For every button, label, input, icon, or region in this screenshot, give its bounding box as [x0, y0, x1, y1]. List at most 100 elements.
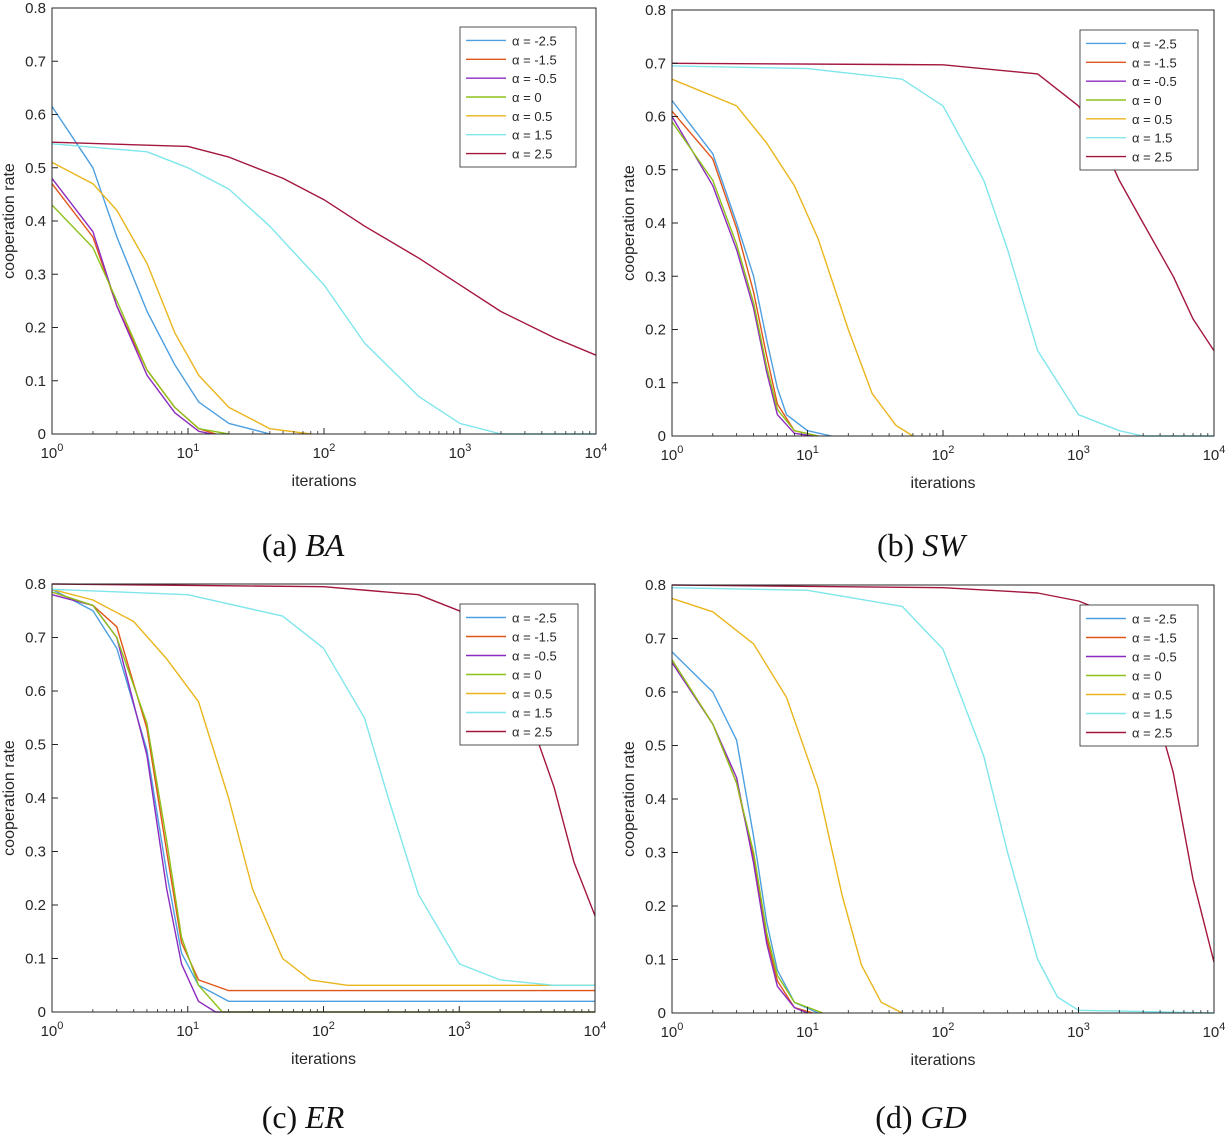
- y-tick-label: 0.1: [645, 952, 666, 969]
- series-line-a-1: [51, 183, 217, 435]
- x-tick-label: 104: [1203, 444, 1226, 464]
- y-tick-label: 0.6: [645, 109, 666, 126]
- y-tick-label: 0.3: [645, 268, 666, 285]
- y-tick-label: 0: [38, 1004, 46, 1021]
- legend-label-5: α = 1.5: [512, 706, 552, 721]
- legend-label-3: α = 0: [512, 668, 542, 683]
- x-tick-label: 103: [1067, 1021, 1090, 1041]
- x-tick-label: 103: [449, 442, 472, 462]
- legend-label-5: α = 1.5: [512, 128, 552, 143]
- legend-label-2: α = -0.5: [512, 649, 557, 664]
- y-tick-label: 0.2: [645, 322, 666, 339]
- legend-label-5: α = 1.5: [1132, 707, 1172, 722]
- y-tick-label: 0: [658, 428, 666, 445]
- x-tick-label: 100: [41, 442, 64, 462]
- x-tick-label: 103: [1067, 444, 1090, 464]
- legend-label-4: α = 0.5: [512, 687, 552, 702]
- series-line-b-2: [671, 116, 814, 437]
- y-tick-label: 0.6: [25, 683, 46, 700]
- y-tick-label: 0.7: [645, 55, 666, 72]
- legend-label-2: α = -0.5: [1132, 74, 1177, 89]
- series-line-d-4: [671, 597, 903, 1014]
- legend-label-6: α = 2.5: [1132, 150, 1172, 165]
- panel-caption: (d) GD: [875, 1099, 967, 1135]
- chart-panel-c: 100 101 102 103 104 0 0.1 0.2 0.3 0.4 0.5 0.6 0.7 0.8…: [1, 576, 606, 1135]
- series-line-d-0: [671, 651, 819, 1014]
- legend-label-1: α = -1.5: [1132, 631, 1177, 646]
- series-line-b-0: [671, 100, 832, 437]
- y-tick-label: 0.2: [25, 897, 46, 914]
- x-tick-label: 103: [448, 1020, 471, 1040]
- series-line-b-5: [671, 65, 1214, 437]
- y-tick-label: 0.8: [25, 576, 46, 593]
- y-tick-label: 0.2: [25, 320, 46, 337]
- y-tick-label: 0.3: [25, 266, 46, 283]
- y-tick-label: 0: [658, 1005, 666, 1022]
- y-tick-label: 0: [38, 426, 46, 443]
- series-line-c-4: [51, 588, 595, 986]
- legend-label-4: α = 0.5: [1132, 112, 1172, 127]
- y-tick-label: 0.1: [645, 375, 666, 392]
- y-axis-label: cooperation rate: [621, 741, 638, 857]
- series-line-a-5: [51, 143, 596, 435]
- legend-label-5: α = 1.5: [1132, 131, 1172, 146]
- y-tick-label: 0.5: [645, 162, 666, 179]
- legend-label-6: α = 2.5: [1132, 726, 1172, 741]
- y-tick-label: 0.3: [645, 845, 666, 862]
- legend-label-3: α = 0: [1132, 93, 1162, 108]
- series-line-a-6: [51, 141, 597, 356]
- legend: α = -2.5 α = -1.5 α = -0.5 α = 0 α = 0.5 α = …: [459, 603, 579, 746]
- series-line-a-4: [51, 161, 311, 435]
- chart-panel-a: 100 101 102 103 104 0 0.1 0.2 0.3 0.4 0.5 0.6 0.7 0.8…: [1, 0, 607, 563]
- y-tick-label: 0.5: [645, 738, 666, 755]
- x-tick-label: 101: [796, 444, 819, 464]
- y-tick-label: 0.4: [645, 215, 666, 232]
- legend-label-0: α = -2.5: [1132, 612, 1177, 627]
- x-tick-label: 102: [312, 1020, 335, 1040]
- y-tick-label: 0.2: [645, 898, 666, 915]
- x-axis-label: iterations: [911, 1052, 976, 1069]
- chart-panel-b: 100 101 102 103 104 0 0.1 0.2 0.3 0.4 0.5 0.6 0.7 0.8…: [621, 2, 1225, 563]
- panel-caption: (b) SW: [877, 527, 968, 563]
- x-axis-label: iterations: [291, 1051, 356, 1068]
- series-line-c-1: [51, 591, 595, 992]
- y-tick-label: 0.4: [25, 213, 46, 230]
- legend-label-6: α = 2.5: [512, 147, 552, 162]
- series-line-c-3: [51, 591, 595, 1013]
- series-line-a-0: [51, 106, 271, 435]
- y-axis-label: cooperation rate: [621, 165, 638, 281]
- y-tick-label: 0.1: [25, 951, 46, 968]
- y-tick-label: 0.8: [25, 0, 46, 17]
- legend-label-3: α = 0: [1132, 669, 1162, 684]
- x-tick-label: 102: [932, 444, 955, 464]
- x-tick-label: 100: [661, 444, 684, 464]
- chart-panel-d: 100 101 102 103 104 0 0.1 0.2 0.3 0.4 0.5 0.6 0.7 0.8…: [621, 577, 1225, 1135]
- legend-label-0: α = -2.5: [512, 611, 557, 626]
- y-tick-label: 0.3: [25, 844, 46, 861]
- series-line-b-3: [671, 121, 819, 437]
- panel-caption: (a) BA: [262, 527, 345, 563]
- x-tick-label: 104: [585, 442, 608, 462]
- x-tick-label: 100: [661, 1021, 684, 1041]
- x-axis-label: iterations: [911, 475, 976, 492]
- series-line-b-4: [671, 78, 914, 437]
- y-tick-label: 0.8: [645, 2, 666, 19]
- series-line-a-2: [51, 177, 213, 435]
- legend-label-1: α = -1.5: [1132, 55, 1177, 70]
- legend-label-4: α = 0.5: [512, 109, 552, 124]
- legend-label-1: α = -1.5: [512, 630, 557, 645]
- x-tick-label: 104: [1203, 1021, 1226, 1041]
- series-line-a-3: [51, 204, 230, 435]
- y-axis-label: cooperation rate: [1, 740, 18, 856]
- x-axis-label: iterations: [292, 473, 357, 490]
- series-line-d-5: [671, 587, 1215, 1014]
- legend-label-4: α = 0.5: [1132, 688, 1172, 703]
- x-tick-label: 102: [932, 1021, 955, 1041]
- y-tick-label: 0.6: [645, 684, 666, 701]
- y-tick-label: 0.6: [25, 107, 46, 124]
- y-axis-label: cooperation rate: [1, 163, 18, 279]
- series-line-c-0: [51, 588, 595, 1002]
- x-tick-label: 101: [176, 1020, 199, 1040]
- legend-label-1: α = -1.5: [512, 52, 557, 67]
- legend-label-2: α = -0.5: [1132, 650, 1177, 665]
